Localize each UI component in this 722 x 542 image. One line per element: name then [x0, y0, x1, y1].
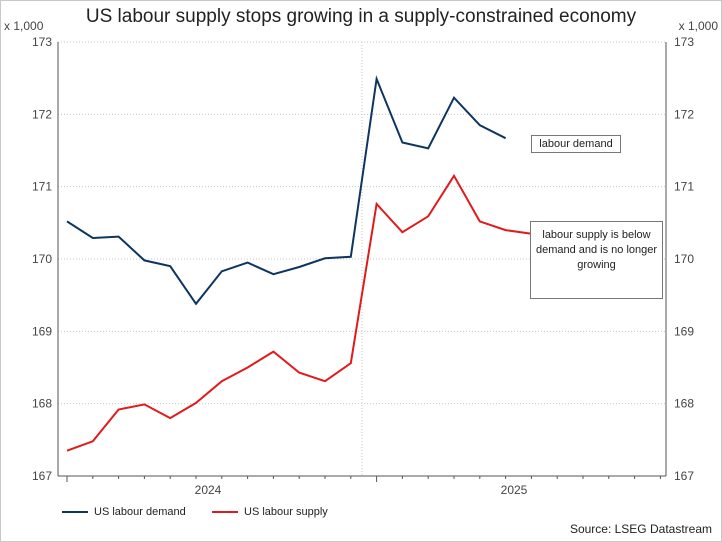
legend-item-supply: US labour supply [212, 506, 328, 518]
y-tick-left-167: 167 [32, 469, 52, 483]
y-tick-right-168: 168 [674, 397, 694, 411]
y-tick-right-171: 171 [674, 180, 694, 194]
legend-label-demand: US labour demand [94, 506, 186, 518]
y-tick-right-169: 169 [674, 324, 694, 338]
y-tick-right-170: 170 [674, 252, 694, 266]
x-tick-label-2025: 2025 [501, 483, 528, 497]
legend-swatch-supply [212, 511, 238, 513]
y-tick-left-171: 171 [32, 180, 52, 194]
right-axis-unit: x 1,000 [678, 19, 718, 33]
y-tick-right-172: 172 [674, 107, 694, 121]
series-line-demand [66, 75, 507, 306]
legend-item-demand: US labour demand [62, 506, 186, 518]
y-tick-right-167: 167 [674, 469, 694, 483]
y-tick-left-168: 168 [32, 397, 52, 411]
labour-demand-annotation: labour demand [531, 135, 621, 153]
y-tick-left-172: 172 [32, 107, 52, 121]
y-tick-left-173: 173 [32, 35, 52, 49]
legend-label-supply: US labour supply [244, 506, 328, 518]
x-tick-label-2024: 2024 [195, 483, 222, 497]
legend-swatch-demand [62, 511, 88, 513]
y-tick-right-173: 173 [674, 35, 694, 49]
labour-supply-annotation: labour supply is below demand and is no … [530, 221, 663, 299]
y-tick-left-169: 169 [32, 324, 52, 338]
series-line-supply [66, 173, 532, 452]
left-axis-unit: x 1,000 [4, 19, 44, 33]
chart-title: US labour supply stops growing in a supp… [85, 6, 637, 27]
y-tick-left-170: 170 [32, 252, 52, 266]
source-note: Source: LSEG Datastream [569, 522, 712, 536]
